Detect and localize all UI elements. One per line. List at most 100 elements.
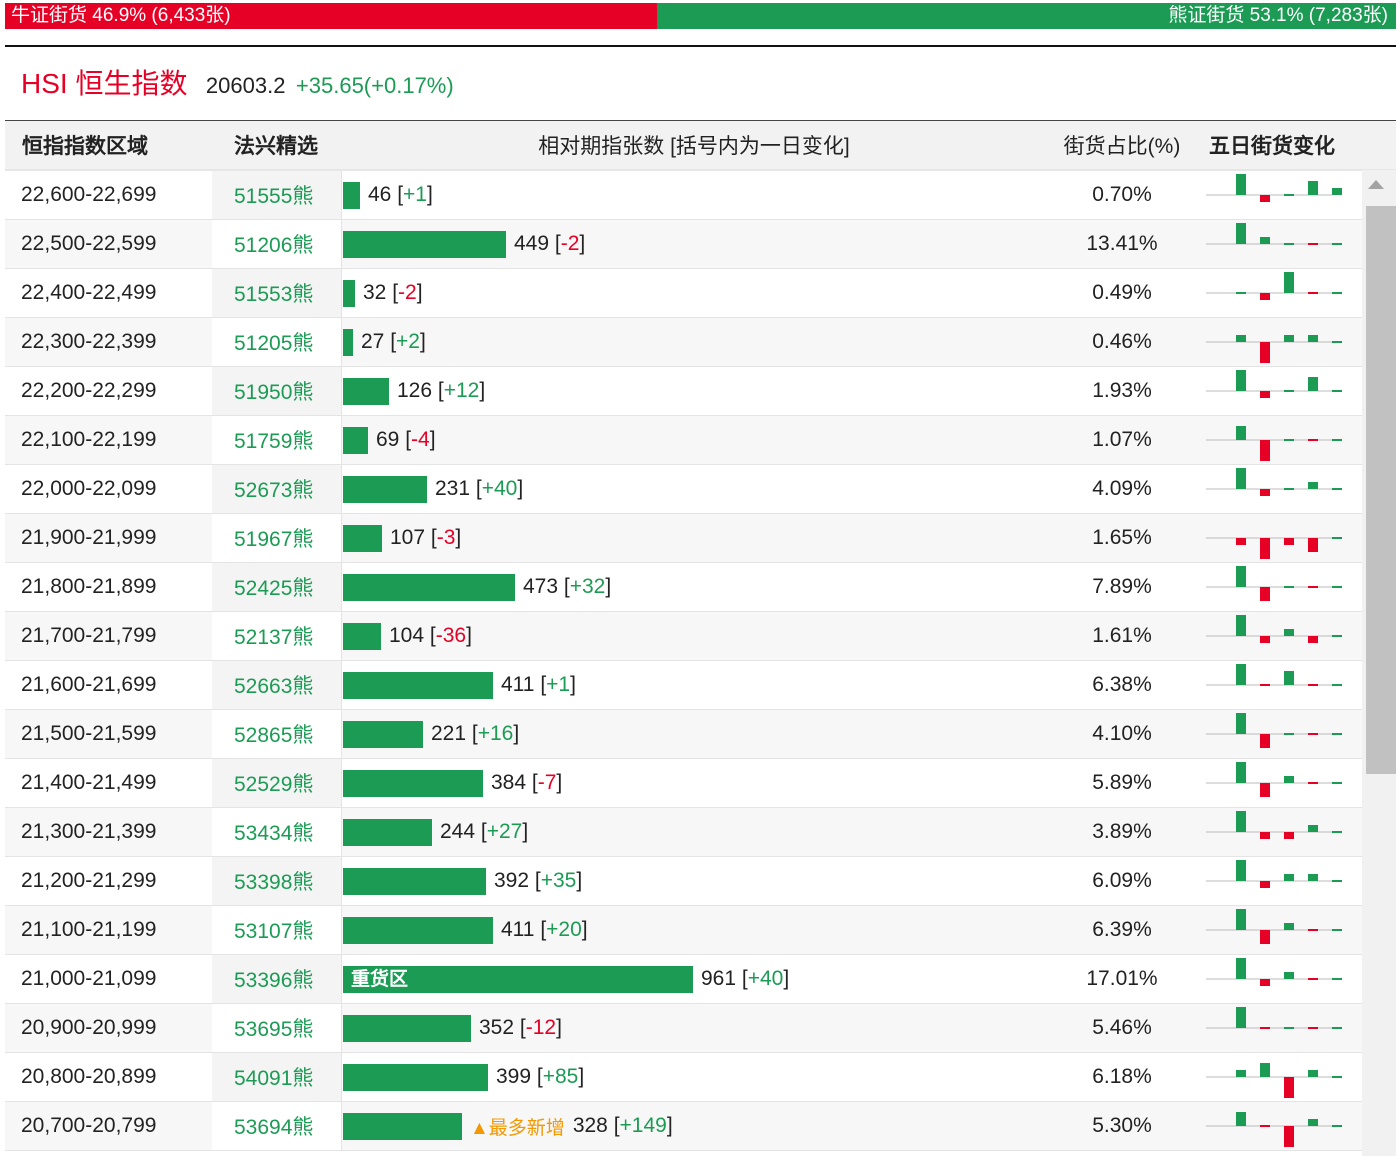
sparkline-bar (1260, 293, 1270, 300)
table-row[interactable]: 21,500-21,599 52865熊 221 [+16] 4.10% (5, 710, 1363, 759)
contracts-value: 221 [+16] (431, 722, 519, 746)
table-row[interactable]: 22,000-22,099 52673熊 231 [+40] 4.09% (5, 465, 1363, 514)
warrant-link[interactable]: 54091熊 (212, 1053, 341, 1101)
bracket-close: ] (581, 918, 588, 941)
five-day-sparkline (1197, 906, 1347, 954)
table-row[interactable]: 21,400-21,499 52529熊 384 [-7] 5.89% (5, 759, 1363, 808)
contracts-cell: 473 [+32] (341, 563, 1047, 611)
warrant-link[interactable]: 51759熊 (212, 416, 341, 464)
table-row[interactable]: 21,100-21,199 53107熊 411 [+20] 6.39% (5, 906, 1363, 955)
table-row[interactable]: 22,100-22,199 51759熊 69 [-4] 1.07% (5, 416, 1363, 465)
contracts-value: 411 [+1] (501, 673, 576, 697)
table-row[interactable]: 22,600-22,699 51555熊 46 [+1] 0.70% (5, 171, 1363, 220)
warrant-link[interactable]: 52425熊 (212, 563, 341, 611)
warrant-link[interactable]: 52673熊 (212, 465, 341, 513)
range-cell: 22,600-22,699 (21, 183, 157, 206)
sparkline-chart (1206, 811, 1342, 839)
warrant-link[interactable]: 52663熊 (212, 661, 341, 709)
sparkline-bar (1236, 713, 1246, 734)
sparkline-bar (1308, 684, 1318, 686)
contracts-bar (343, 867, 486, 895)
table-row[interactable]: 21,600-21,699 52663熊 411 [+1] 6.38% (5, 661, 1363, 710)
table-row[interactable]: 21,900-21,999 51967熊 107 [-3] 1.65% (5, 514, 1363, 563)
sparkline-bar (1284, 874, 1294, 881)
share-cell: 5.46% (1092, 1016, 1152, 1039)
contracts-count: 107 (390, 526, 426, 549)
sparkline-bar (1332, 1076, 1342, 1078)
warrant-code: 52529熊 (234, 773, 314, 796)
table-row[interactable]: 22,500-22,599 51206熊 449 [-2] 13.41% (5, 220, 1363, 269)
sparkline-bar (1332, 188, 1342, 195)
table-row[interactable]: 21,800-21,899 52425熊 473 [+32] 7.89% (5, 563, 1363, 612)
sparkline-bar (1332, 880, 1342, 882)
sparkline-bar (1236, 762, 1246, 783)
scroll-up-arrow-icon[interactable] (1368, 180, 1384, 189)
warrant-link[interactable]: 51967熊 (212, 514, 341, 562)
contracts-bar (343, 426, 368, 454)
sparkline-bar (1284, 1077, 1294, 1098)
daily-change: +1 (403, 183, 427, 206)
sparkline-bar (1236, 1070, 1246, 1077)
warrant-link[interactable]: 53396熊 (212, 955, 341, 1003)
daily-change: +40 (747, 967, 784, 990)
table-row[interactable]: 22,400-22,499 51553熊 32 [-2] 0.49% (5, 269, 1363, 318)
warrant-link[interactable]: 52529熊 (212, 759, 341, 807)
table-row[interactable]: 20,800-20,899 54091熊 399 [+85] 6.18% (5, 1053, 1363, 1102)
warrant-link[interactable]: 53434熊 (212, 808, 341, 856)
warrant-link[interactable]: 53107熊 (212, 906, 341, 954)
daily-change: +40 (481, 477, 518, 500)
sparkline-bar (1284, 1027, 1294, 1029)
sparkline-bar (1308, 335, 1318, 342)
sparkline-bar (1308, 929, 1318, 931)
warrant-link[interactable]: 53398熊 (212, 857, 341, 905)
warrant-link[interactable]: 51206熊 (212, 220, 341, 268)
contracts-cell: 399 [+85] (341, 1053, 1047, 1101)
sparkline-bar (1308, 825, 1318, 832)
range-cell: 22,100-22,199 (21, 428, 157, 451)
contracts-value: 69 [-4] (376, 428, 436, 452)
table-row[interactable]: 21,300-21,399 53434熊 244 [+27] 3.89% (5, 808, 1363, 857)
table-row[interactable]: 20,700-20,799 53694熊 ▲最多新增 328 [+149] 5.30% (5, 1102, 1363, 1151)
bracket-open: [ (514, 1016, 526, 1039)
sparkline-chart (1206, 426, 1342, 461)
share-cell: 0.46% (1092, 330, 1152, 353)
table-row[interactable]: 21,700-21,799 52137熊 104 [-36] 1.61% (5, 612, 1363, 661)
contracts-value: 244 [+27] (440, 820, 528, 844)
warrant-code: 51206熊 (234, 234, 314, 257)
sparkline-bar (1332, 684, 1342, 686)
contracts-count: 46 (368, 183, 392, 206)
sparkline-chart (1206, 615, 1342, 643)
contracts-count: 244 (440, 820, 476, 843)
table-row[interactable]: 20,900-20,999 53695熊 352 [-12] 5.46% (5, 1004, 1363, 1053)
sparkline-bar (1236, 1007, 1246, 1028)
warrant-link[interactable]: 51950熊 (212, 367, 341, 415)
sparkline-bar (1236, 566, 1246, 587)
sparkline-bar (1260, 1125, 1270, 1127)
scrollbar-thumb[interactable] (1366, 206, 1396, 774)
sparkline-bar (1260, 538, 1270, 559)
sparkline-bar (1308, 181, 1318, 195)
sparkline-chart (1206, 958, 1342, 986)
table-row[interactable]: 21,000-21,099 53396熊 重货区 961 [+40] 17.01% (5, 955, 1363, 1004)
warrant-link[interactable]: 51553熊 (212, 269, 341, 317)
warrant-link[interactable]: 52865熊 (212, 710, 341, 758)
five-day-sparkline (1197, 220, 1347, 268)
sparkline-bar (1260, 391, 1270, 398)
contracts-cell: 46 [+1] (341, 171, 1047, 219)
contracts-cell: 411 [+20] (341, 906, 1047, 954)
warrant-link[interactable]: 53695熊 (212, 1004, 341, 1052)
table-row[interactable]: 22,300-22,399 51205熊 27 [+2] 0.46% (5, 318, 1363, 367)
warrant-link[interactable]: 51205熊 (212, 318, 341, 366)
sparkline-bar (1284, 629, 1294, 636)
sparkline-bar (1332, 488, 1342, 490)
contracts-value: 473 [+32] (523, 575, 611, 599)
warrant-link[interactable]: 52137熊 (212, 612, 341, 660)
warrant-link[interactable]: 51555熊 (212, 171, 341, 219)
table-row[interactable]: 21,200-21,299 53398熊 392 [+35] 6.09% (5, 857, 1363, 906)
daily-change: +12 (443, 379, 480, 402)
warrant-link[interactable]: 53694熊 (212, 1102, 341, 1150)
table-row[interactable]: 22,200-22,299 51950熊 126 [+12] 1.93% (5, 367, 1363, 416)
sparkline-bar (1284, 194, 1294, 196)
share-cell: 6.38% (1092, 673, 1152, 696)
sparkline-chart (1206, 860, 1342, 888)
